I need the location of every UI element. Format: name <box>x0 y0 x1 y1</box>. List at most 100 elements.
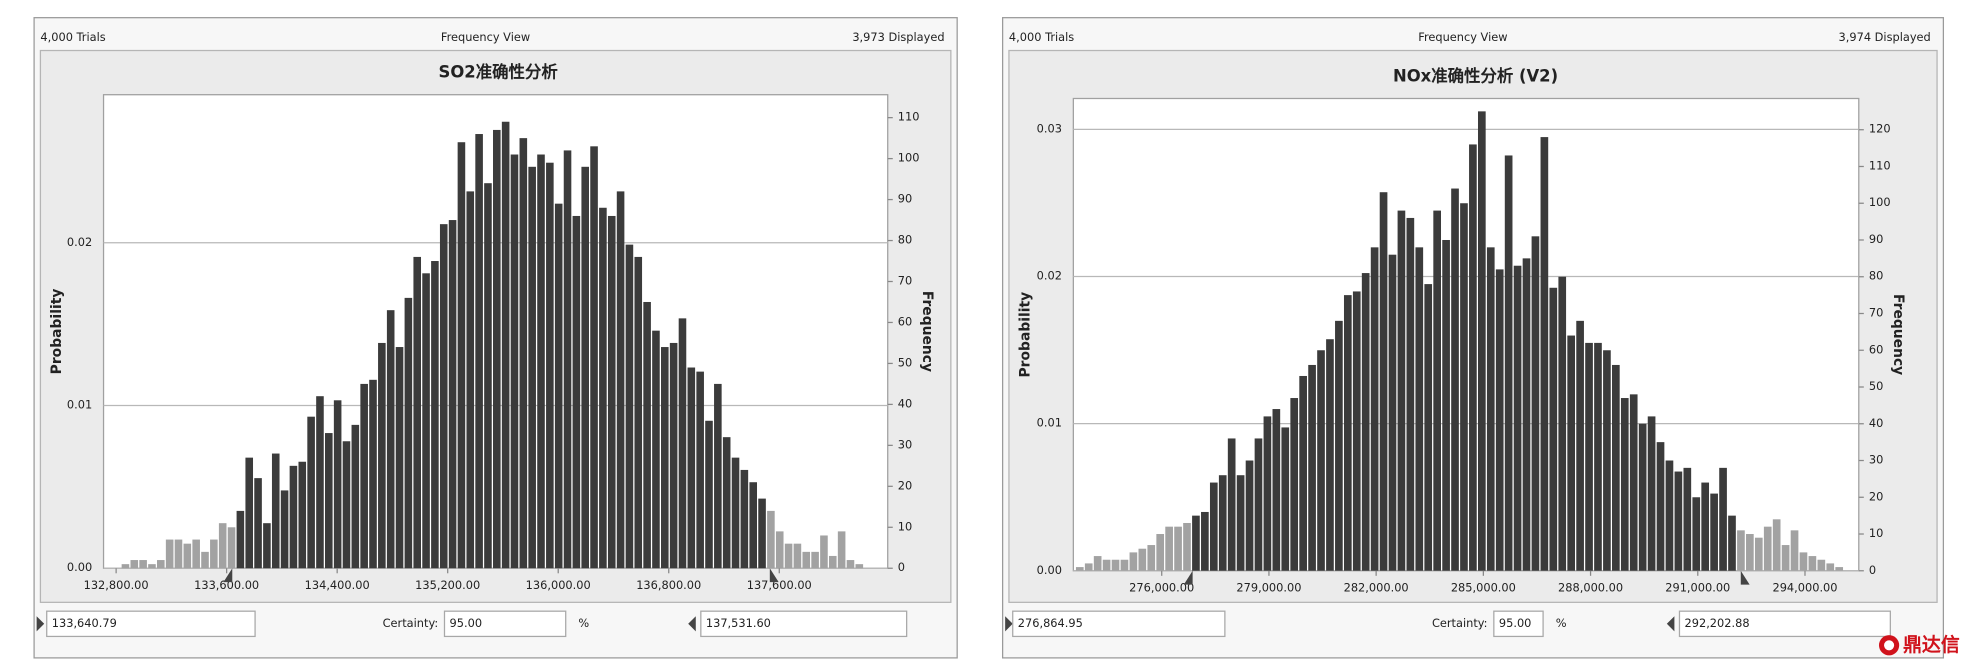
bar <box>1317 350 1325 571</box>
y2-tick-label: 90 <box>1869 232 1883 246</box>
x-tick-label: 279,000.00 <box>1236 580 1301 594</box>
bar <box>298 461 307 569</box>
bar <box>1299 375 1307 571</box>
y2-tick-label: 70 <box>898 273 912 287</box>
bar <box>590 146 598 569</box>
bar <box>1585 342 1593 571</box>
y2-tick-label: 110 <box>1869 158 1891 172</box>
bar <box>1129 552 1138 571</box>
bar <box>1620 398 1629 571</box>
upper-arrow <box>688 616 696 632</box>
bar <box>1075 567 1084 571</box>
bar <box>174 539 183 569</box>
bar <box>669 342 678 569</box>
bar <box>289 465 298 569</box>
bar <box>448 220 457 569</box>
bar <box>369 379 377 569</box>
bar <box>395 347 404 569</box>
bar <box>121 564 130 569</box>
lower-value: 276,864.95 <box>1018 616 1083 630</box>
bar <box>563 150 572 569</box>
upper-input[interactable] <box>700 610 908 638</box>
bar <box>1201 511 1209 571</box>
watermark-logo-inner <box>1884 640 1895 651</box>
bar <box>1603 350 1611 571</box>
x-tick-label: 276,000.00 <box>1129 580 1194 594</box>
bar <box>1433 210 1441 571</box>
y2-tick-label: 0 <box>1869 563 1876 577</box>
lower-arrow <box>1005 616 1013 632</box>
y-tick-label: 0.02 <box>1037 269 1062 283</box>
bar <box>1460 203 1468 571</box>
bar <box>1093 556 1102 571</box>
bar <box>740 469 749 569</box>
bar <box>1737 530 1745 571</box>
bar <box>157 560 165 569</box>
bar <box>1326 339 1334 571</box>
bar <box>775 531 784 569</box>
bar <box>1308 364 1316 571</box>
y2-tick-label: 30 <box>898 437 912 451</box>
bar <box>413 256 422 569</box>
bar <box>493 129 501 569</box>
bar <box>722 437 731 569</box>
bar <box>1817 559 1826 571</box>
bar <box>731 457 740 569</box>
header-displayed: 3,974 Displayed <box>1839 30 1931 44</box>
lower-input[interactable] <box>1012 610 1226 638</box>
bar <box>386 310 395 569</box>
bar <box>1647 416 1656 571</box>
bar <box>546 162 554 569</box>
bar <box>1495 269 1504 571</box>
bar <box>218 523 227 569</box>
y2-tick-label: 30 <box>1869 453 1883 467</box>
y-tick-label: 0.01 <box>67 398 92 412</box>
bar <box>1290 398 1299 571</box>
x-tick-label: 135,200.00 <box>415 578 480 592</box>
bar <box>1406 217 1415 571</box>
bar <box>1272 409 1281 571</box>
bar <box>758 498 766 569</box>
bar <box>714 383 722 569</box>
x-tick-label: 291,000.00 <box>1665 580 1730 594</box>
certainty-input[interactable] <box>443 610 567 638</box>
bar <box>1656 442 1665 571</box>
header-view: Frequency View <box>441 30 530 44</box>
bar <box>652 330 660 569</box>
y2-tick-label: 20 <box>1869 489 1883 503</box>
bar <box>802 551 811 569</box>
y2-tick-label: 80 <box>1869 269 1883 283</box>
header-displayed: 3,973 Displayed <box>852 30 944 44</box>
bar <box>1790 530 1799 571</box>
bar <box>829 555 837 569</box>
y2-tick-label: 60 <box>898 314 912 328</box>
bar <box>1531 236 1540 571</box>
upper-grabber <box>769 568 779 583</box>
bar <box>1567 335 1576 571</box>
bar <box>439 224 448 569</box>
certainty-input[interactable] <box>1493 610 1544 638</box>
bar <box>378 342 386 569</box>
x-tick-label: 282,000.00 <box>1344 580 1409 594</box>
upper-value: 137,531.60 <box>706 616 771 630</box>
bar <box>1388 254 1397 571</box>
bar <box>625 244 634 569</box>
y2-tick-label: 100 <box>898 151 920 165</box>
certainty-label: Certainty: <box>1432 616 1488 630</box>
bar <box>1218 475 1227 571</box>
bar <box>1513 265 1522 571</box>
bar <box>1102 559 1111 571</box>
bar <box>1754 537 1763 571</box>
x-tick-label: 136,800.00 <box>636 578 701 592</box>
bar <box>1254 438 1263 571</box>
lower-value: 133,640.79 <box>52 616 117 630</box>
bar <box>1674 471 1683 571</box>
upper-input[interactable] <box>1678 610 1891 638</box>
lower-input[interactable] <box>46 610 256 638</box>
bar <box>1236 475 1245 571</box>
bar <box>307 416 315 569</box>
bar <box>280 490 289 569</box>
bar <box>749 482 758 569</box>
bar <box>1558 276 1567 571</box>
bar <box>316 396 324 569</box>
